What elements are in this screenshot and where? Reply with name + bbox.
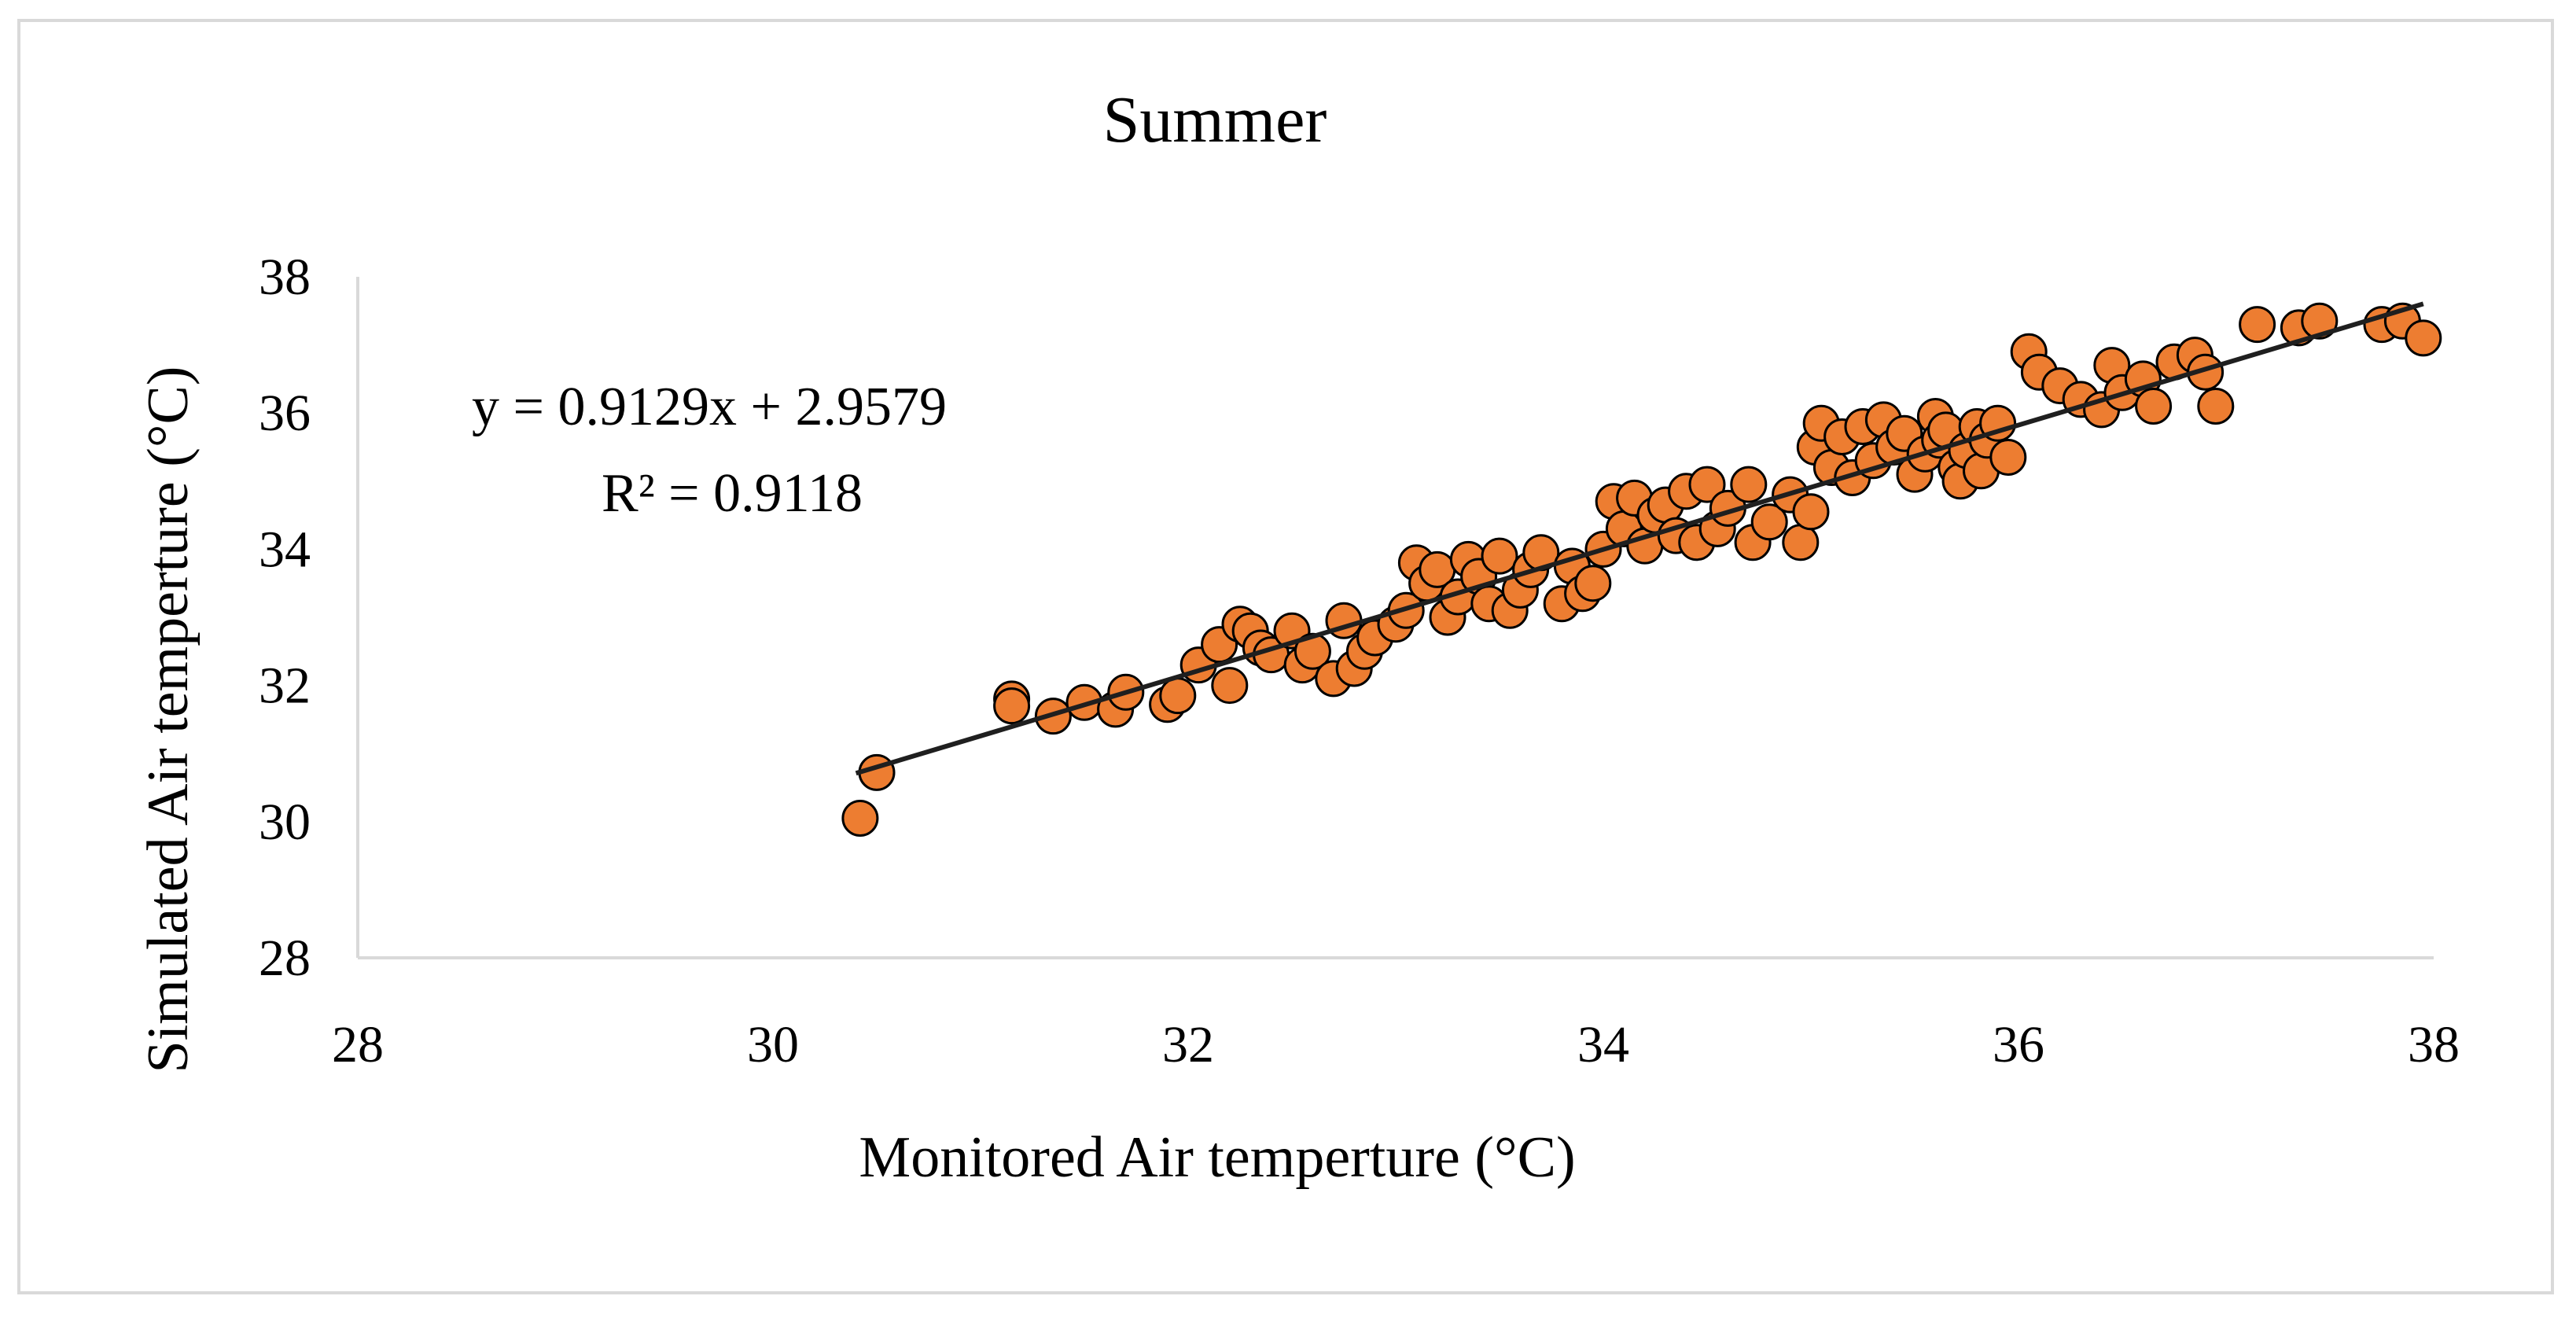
data-point — [2405, 319, 2442, 357]
data-point — [993, 687, 1031, 725]
data-point — [1792, 493, 1830, 531]
x-axis-title: Monitored Air temperture (°C) — [859, 1125, 1575, 1190]
trendline-equation: y = 0.9129x + 2.9579 — [472, 377, 947, 437]
data-point — [1688, 466, 1726, 503]
y-tick-label: 36 — [259, 385, 311, 442]
y-tick-label: 28 — [259, 930, 311, 987]
data-point — [1750, 503, 1788, 541]
data-point — [841, 800, 879, 837]
data-point — [1782, 524, 1820, 561]
data-point — [1481, 537, 1518, 575]
x-tick-label: 36 — [1993, 1016, 2044, 1073]
x-tick-label: 28 — [332, 1016, 384, 1073]
x-tick-label: 34 — [1577, 1016, 1629, 1073]
data-point — [1989, 439, 2027, 476]
y-axis-title: Simulated Air temperture (°C) — [136, 366, 201, 1073]
data-point — [1211, 667, 1249, 705]
y-tick-label: 34 — [259, 521, 311, 578]
x-tick-label: 30 — [747, 1016, 799, 1073]
data-point — [1159, 677, 1197, 715]
data-point — [1574, 565, 1612, 602]
data-point — [2197, 388, 2235, 425]
x-tick-label: 32 — [1162, 1016, 1214, 1073]
x-tick-label: 38 — [2408, 1016, 2460, 1073]
chart-title: Summer — [1103, 83, 1327, 156]
y-tick-label: 38 — [259, 249, 311, 306]
data-point — [2135, 388, 2173, 425]
data-point — [2239, 306, 2276, 344]
trendline — [855, 301, 2424, 776]
data-point — [2301, 302, 2339, 340]
data-point — [1730, 466, 1768, 503]
plot-area: 28 30 32 34 36 38 28 30 32 34 36 38 — [259, 249, 2460, 1073]
y-tick-label: 30 — [259, 793, 311, 851]
y-tick-label: 32 — [259, 657, 311, 715]
trendline-r-squared: R² = 0.9118 — [602, 463, 863, 524]
